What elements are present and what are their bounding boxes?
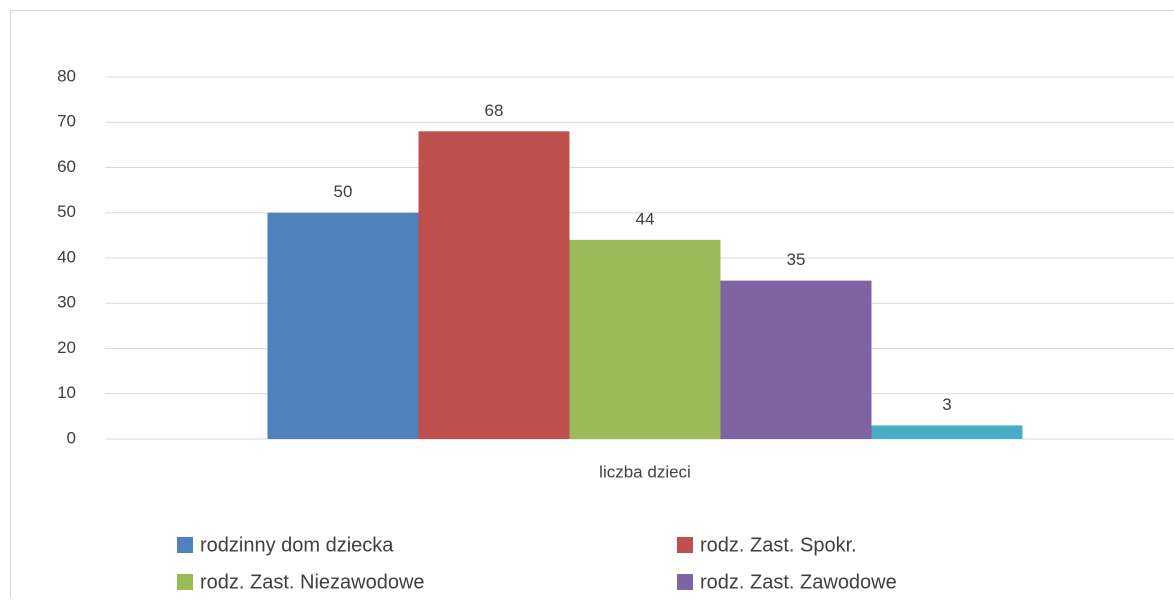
- y-tick-label: 40: [57, 247, 76, 266]
- legend-label: rodz. Zast. Spokr.: [700, 534, 857, 556]
- y-tick-label: 30: [57, 293, 76, 312]
- x-tick-label: liczba dzieci: [599, 462, 691, 481]
- data-label: 35: [787, 250, 806, 269]
- data-label: 50: [334, 182, 353, 201]
- legend-swatch: [677, 537, 693, 553]
- y-tick-label: 70: [57, 112, 76, 131]
- legend-label: rodz. Zast. Niezawodowe: [200, 571, 425, 593]
- legend-label: rodzinny dom dziecka: [200, 534, 394, 556]
- y-tick-label: 60: [57, 157, 76, 176]
- data-label: 3: [942, 395, 951, 414]
- y-tick-label: 80: [57, 66, 76, 85]
- bar: [872, 425, 1023, 439]
- bar: [268, 213, 419, 439]
- bar: [419, 131, 570, 439]
- legend-swatch: [177, 537, 193, 553]
- data-label: 68: [485, 101, 504, 120]
- bar: [570, 240, 721, 439]
- y-tick-label: 0: [67, 428, 76, 447]
- bar: [721, 281, 872, 439]
- legend-swatch: [677, 574, 693, 590]
- legend-label: rodz. Zast. Zawodowe: [700, 571, 897, 593]
- legend-swatch: [177, 574, 193, 590]
- y-tick-label: 10: [57, 383, 76, 402]
- data-label: 44: [636, 209, 655, 228]
- y-tick-label: 20: [57, 338, 76, 357]
- y-tick-label: 50: [57, 202, 76, 221]
